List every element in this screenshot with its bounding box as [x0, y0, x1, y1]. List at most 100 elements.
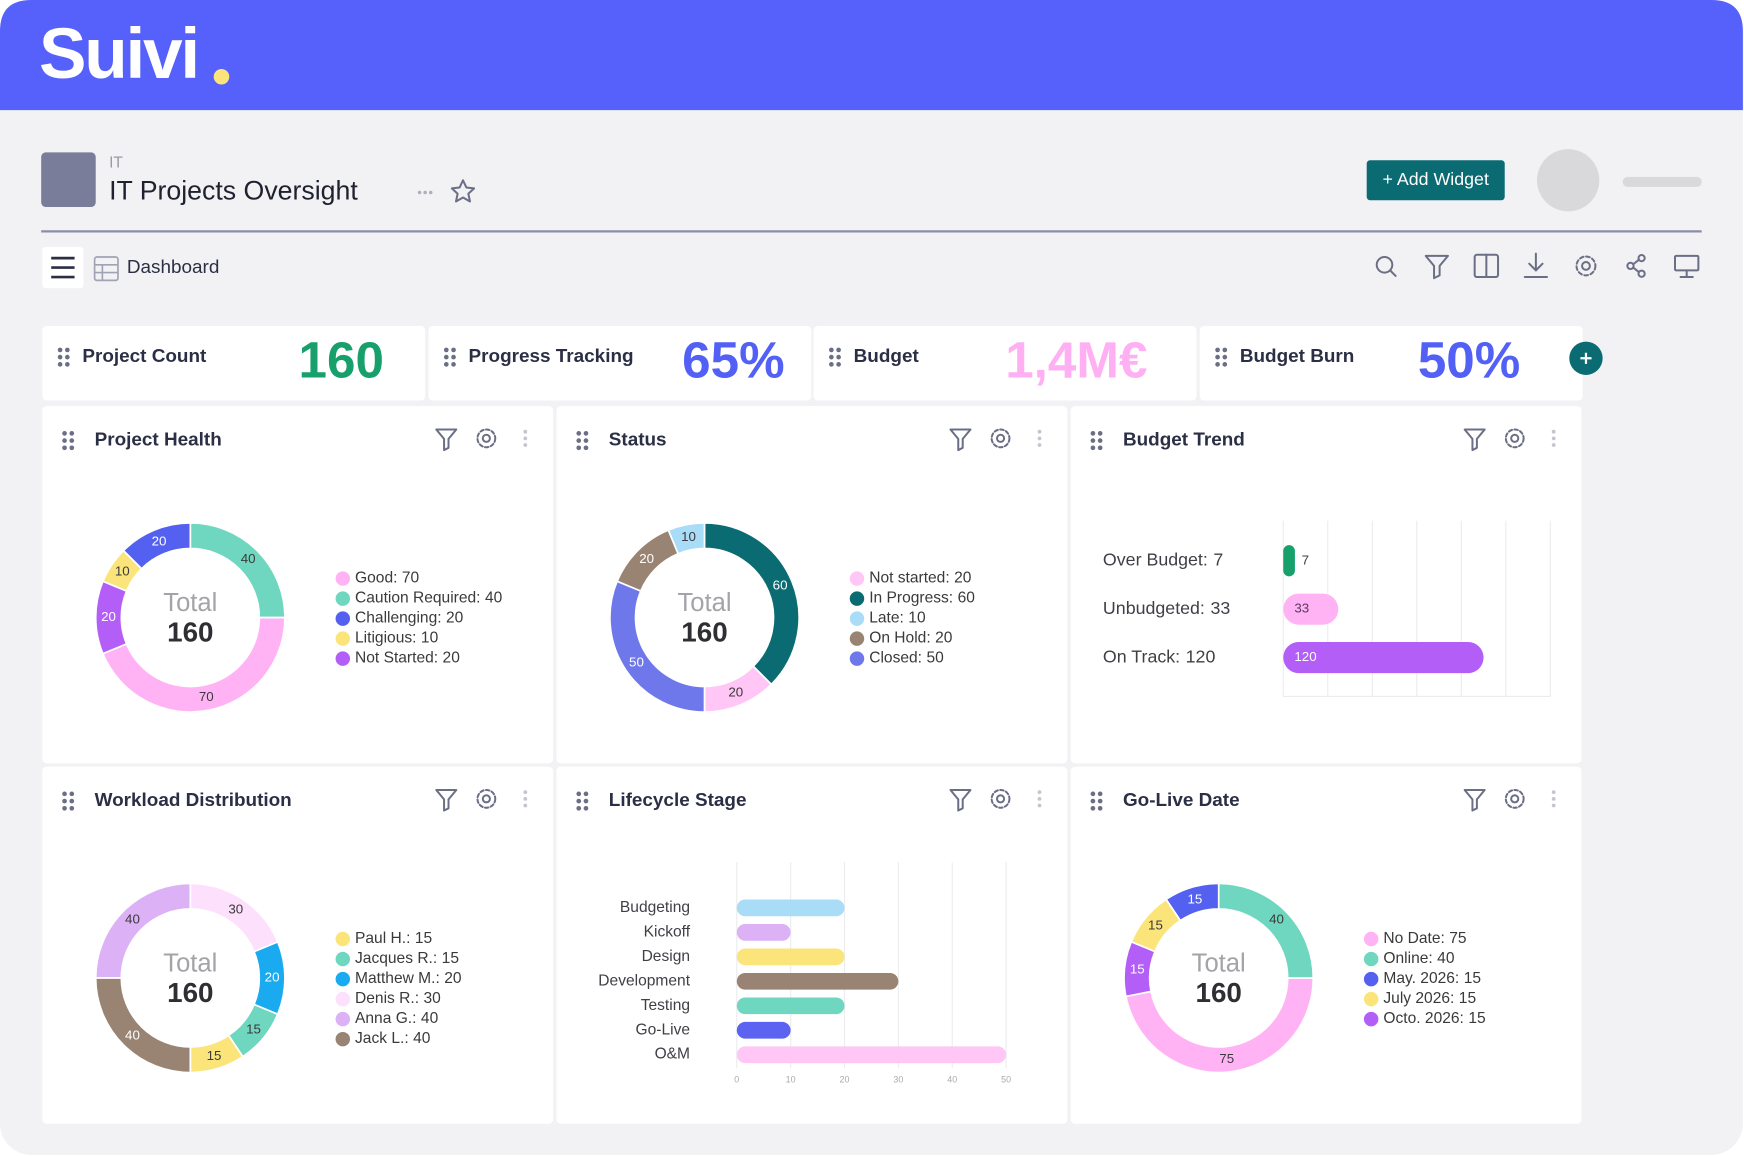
search-icon[interactable] [1375, 256, 1397, 277]
bar [736, 972, 899, 990]
more-menu[interactable] [523, 429, 528, 447]
slice-label: 40 [125, 1027, 140, 1042]
legend-swatch [849, 591, 865, 606]
handle-dot [64, 347, 70, 353]
more-menu[interactable] [1551, 790, 1556, 808]
handle-dot [451, 362, 456, 367]
drag-handle[interactable] [576, 431, 589, 451]
settings-icon[interactable] [990, 428, 1011, 449]
filter-icon[interactable] [1463, 428, 1486, 452]
donut-slice [609, 580, 706, 713]
category-name: Over Budget: [1103, 549, 1208, 569]
legend-value: 20 [446, 610, 464, 627]
slice-label: 30 [228, 902, 243, 917]
category-label: Development [598, 972, 690, 989]
add-widget-button[interactable]: + Add Widget [1366, 160, 1505, 201]
handle-dot [583, 431, 589, 436]
settings-icon[interactable] [1575, 255, 1597, 277]
handle-dot [62, 791, 67, 797]
donut-slice [1123, 940, 1157, 998]
legend-value: 15 [415, 930, 432, 947]
handle-dot [62, 798, 67, 804]
more-menu[interactable] [1551, 429, 1556, 447]
legend-value: 20 [954, 570, 972, 587]
add-kpi-button[interactable] [1569, 341, 1603, 375]
drag-handle[interactable] [1090, 791, 1103, 811]
filter-icon[interactable] [1463, 788, 1486, 812]
bar [736, 1021, 791, 1039]
more-button[interactable] [417, 190, 433, 195]
more-menu[interactable] [1037, 429, 1042, 447]
gear-hub [1510, 433, 1520, 443]
filter-icon[interactable] [1424, 254, 1449, 280]
drag-handle[interactable] [829, 347, 841, 367]
legend-name: Jacques R.: [355, 950, 437, 967]
present-icon[interactable] [1673, 254, 1700, 279]
category-label: Budgeting [620, 899, 690, 916]
legend-value: 20 [444, 970, 462, 987]
bar [736, 924, 791, 941]
share-icon[interactable] [1626, 254, 1646, 278]
menu-dot [523, 803, 528, 808]
settings-icon[interactable] [1504, 428, 1525, 449]
more-menu[interactable] [1037, 790, 1042, 808]
settings-icon[interactable] [476, 788, 497, 809]
handle-dot [836, 362, 841, 367]
legend-value: 75 [1449, 930, 1466, 947]
handle-dot [576, 445, 582, 451]
brand-logo[interactable]: Suivi [39, 15, 200, 94]
drag-handle[interactable] [1090, 431, 1103, 451]
settings-icon[interactable] [990, 788, 1011, 809]
handle-dot [829, 354, 834, 360]
legend-value: 15 [1464, 970, 1481, 987]
user-name-placeholder [1622, 176, 1702, 187]
legend-name: Late: [869, 610, 904, 627]
drag-handle[interactable] [443, 347, 456, 367]
handle-dot [1090, 791, 1096, 797]
handle-dot [836, 354, 841, 360]
drag-handle[interactable] [62, 431, 75, 451]
breadcrumb[interactable]: IT [109, 155, 123, 172]
legend-swatch [1363, 951, 1379, 967]
settings-icon[interactable] [476, 428, 497, 449]
view-tab[interactable]: Dashboard [127, 257, 220, 278]
drag-handle[interactable] [576, 791, 589, 811]
drag-handle[interactable] [1215, 347, 1228, 367]
handle-dot [583, 445, 589, 451]
more-menu[interactable] [523, 790, 528, 808]
settings-icon[interactable] [1504, 788, 1525, 809]
kpi-card [42, 325, 426, 401]
columns-icon[interactable] [1473, 253, 1500, 279]
handle-dot [443, 362, 449, 367]
gear-teeth [990, 428, 1011, 449]
category-value: 120 [1186, 646, 1216, 666]
avatar[interactable] [1536, 149, 1600, 212]
filter-icon[interactable] [435, 428, 458, 452]
filter-icon[interactable] [949, 788, 972, 812]
button-label[interactable]: + Add Widget [1383, 169, 1489, 189]
legend-value: 30 [423, 990, 441, 1007]
drag-handle[interactable] [57, 347, 70, 367]
handle-dot [69, 791, 75, 797]
favorite-star[interactable] [450, 179, 476, 203]
legend-name: Litigious: [355, 630, 416, 647]
legend-value: 10 [908, 610, 926, 627]
widget-card [42, 406, 554, 764]
legend-value: 20 [443, 650, 461, 667]
legend-name: Challenging: [355, 610, 442, 627]
gear-teeth [476, 788, 497, 809]
legend-name: Good: [355, 570, 397, 587]
category-label: Testing [641, 997, 690, 1014]
download-icon[interactable] [1523, 252, 1549, 279]
handle-dot [62, 805, 67, 811]
legend-name: Caution Required: [355, 590, 480, 607]
drag-handle[interactable] [62, 791, 75, 811]
handle-dot [1215, 347, 1220, 353]
legend-entry: Good: 70 [355, 570, 420, 587]
category-label: Go-Live [636, 1021, 691, 1038]
gear-teeth [1504, 788, 1525, 809]
filter-icon[interactable] [435, 788, 458, 812]
category-name: Go-Live [636, 1021, 691, 1038]
kpi-label: Progress Tracking [469, 346, 634, 367]
filter-icon[interactable] [949, 428, 972, 452]
